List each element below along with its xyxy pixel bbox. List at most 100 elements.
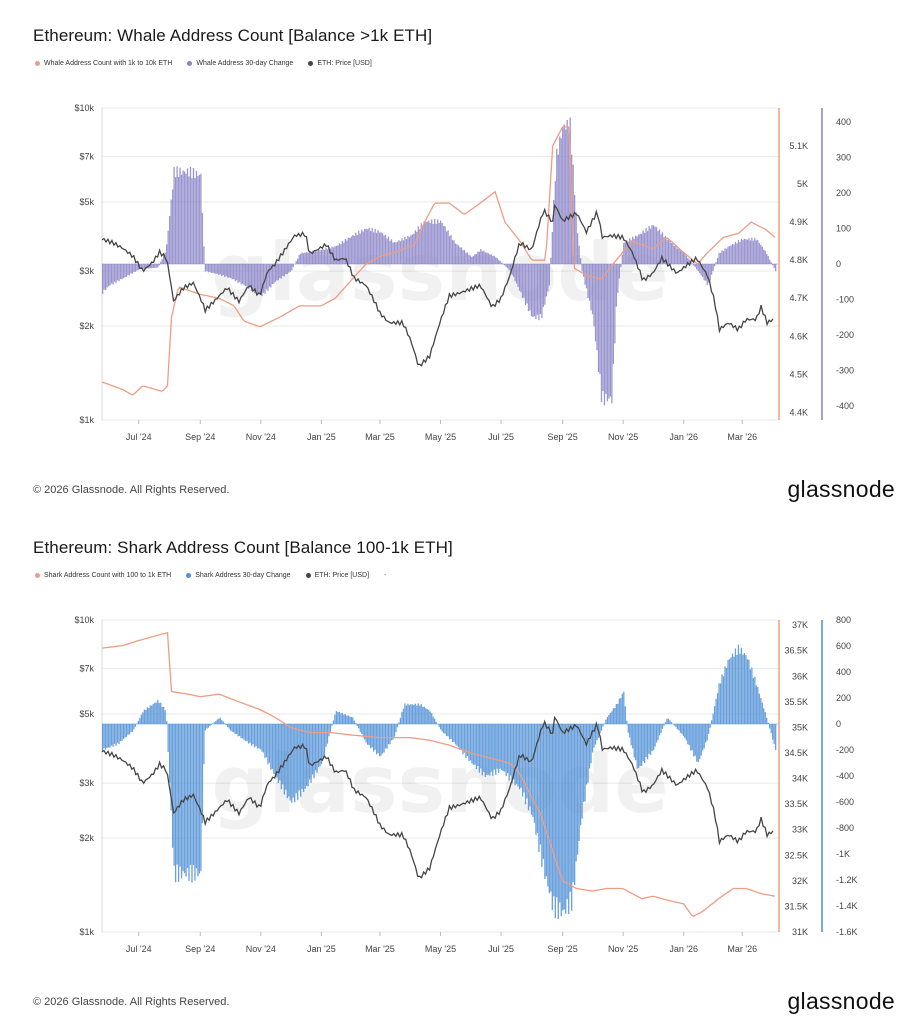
change-bar: [154, 702, 156, 724]
change-bar: [390, 239, 393, 264]
change-bar: [343, 242, 345, 264]
change-bar: [465, 252, 467, 264]
change-bar: [420, 223, 422, 264]
change-bar: [521, 724, 524, 797]
change-bar: [648, 226, 650, 264]
change-bar: [606, 264, 609, 402]
legend-dot-change-icon: [186, 573, 192, 578]
change-bar: [576, 233, 579, 264]
change-bar: [544, 264, 546, 305]
chart-title: Ethereum: Whale Address Count [Balance >…: [33, 26, 433, 45]
change-bar: [365, 228, 367, 264]
change-bar: [605, 719, 607, 724]
change-bar: [562, 724, 564, 911]
x-tick-label: Mar '25: [365, 944, 395, 954]
change-bar: [728, 246, 731, 264]
change-bar: [276, 724, 278, 778]
x-tick-label: Mar '26: [727, 432, 757, 442]
change-bar: [700, 724, 702, 756]
change-bar: [557, 154, 559, 264]
change-bar: [249, 724, 251, 743]
legend-item-count[interactable]: Shark Address Count with 100 to 1k ETH: [35, 572, 171, 579]
change-bar: [566, 724, 568, 900]
change-bar: [606, 716, 609, 724]
change-bar: [617, 264, 619, 293]
change-bar: [344, 714, 347, 724]
change-bar: [374, 228, 376, 264]
change-bar: [575, 724, 577, 862]
change-bar: [405, 239, 408, 264]
legend-item-price[interactable]: ETH: Price [USD]: [308, 60, 372, 67]
change-bar: [177, 724, 180, 882]
change-bar: [423, 221, 425, 264]
change-bar: [490, 254, 492, 264]
change-bar: [569, 724, 571, 892]
change-bar: [724, 666, 726, 724]
change-bar: [438, 222, 440, 264]
change-bar: [739, 653, 741, 724]
change-bar: [204, 264, 207, 272]
change-bar: [719, 252, 722, 264]
change-bar: [216, 264, 218, 274]
change-bar: [233, 264, 235, 280]
change-bar: [629, 724, 631, 738]
change-bar: [222, 264, 224, 276]
change-bar: [495, 257, 497, 264]
change-bar: [152, 264, 154, 268]
change-bar: [713, 706, 716, 724]
change-bar: [207, 724, 210, 728]
change-bar: [416, 231, 418, 264]
change-bar: [218, 264, 220, 275]
change-bar: [317, 724, 320, 768]
change-bar: [591, 724, 594, 753]
change-bar: [670, 722, 673, 724]
change-bar: [687, 724, 689, 745]
change-bar: [702, 264, 704, 278]
change-bar: [356, 235, 358, 264]
change-bar: [515, 264, 518, 284]
change-bar: [133, 264, 135, 272]
legend-item-count[interactable]: Whale Address Count with 1k to 10k ETH: [35, 60, 172, 67]
glassnode-logo[interactable]: glassnode: [787, 988, 895, 1014]
change-bar: [532, 724, 534, 818]
change-bar: [244, 724, 247, 741]
change-bar: [648, 724, 650, 754]
change-bar: [104, 724, 107, 750]
change-bar: [462, 250, 464, 264]
change-bar: [201, 724, 204, 824]
y-right-change-tick-label: 200: [836, 188, 851, 198]
change-bar: [605, 264, 607, 394]
legend-dot-count-icon: [35, 61, 40, 66]
change-bar: [460, 724, 463, 750]
change-bar: [255, 724, 257, 746]
change-bar: [469, 724, 472, 761]
y-right-count-tick-label: 32K: [792, 876, 808, 886]
legend-label: ETH: Price [USD]: [317, 60, 372, 67]
legend-item-change[interactable]: Whale Address 30-day Change: [187, 60, 293, 67]
change-bar: [125, 264, 128, 277]
change-bar: [282, 264, 284, 276]
change-bar: [582, 264, 585, 277]
change-bar: [221, 720, 223, 724]
change-bar: [236, 724, 238, 734]
change-bar: [696, 264, 698, 270]
y-left-tick-label: $10k: [74, 103, 94, 113]
change-bar: [323, 249, 326, 264]
legend-item-price[interactable]: ETH: Price [USD]: [305, 572, 369, 579]
legend-label: Whale Address 30-day Change: [196, 60, 294, 67]
legend-label: Whale Address Count with 1k to 10k ETH: [44, 60, 173, 67]
change-bar: [468, 254, 470, 264]
y-right-change-tick-label: 800: [836, 615, 851, 625]
x-tick-label: Nov '25: [608, 432, 638, 442]
change-bar: [731, 243, 734, 264]
change-bar: [285, 264, 287, 275]
change-bar: [770, 262, 772, 264]
legend-item-change[interactable]: Shark Address 30-day Change: [186, 572, 291, 579]
change-bar: [624, 242, 626, 264]
glassnode-logo[interactable]: glassnode: [787, 476, 895, 502]
change-bar: [176, 166, 178, 264]
change-bar: [367, 229, 369, 264]
change-bar: [766, 717, 768, 724]
change-bar: [731, 653, 734, 724]
change-bar: [133, 724, 135, 730]
